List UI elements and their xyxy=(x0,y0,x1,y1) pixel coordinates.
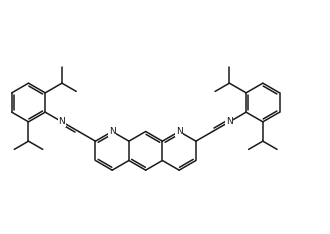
Text: N: N xyxy=(59,117,65,126)
Text: N: N xyxy=(226,117,233,126)
Text: N: N xyxy=(109,127,116,136)
Text: N: N xyxy=(176,127,182,136)
